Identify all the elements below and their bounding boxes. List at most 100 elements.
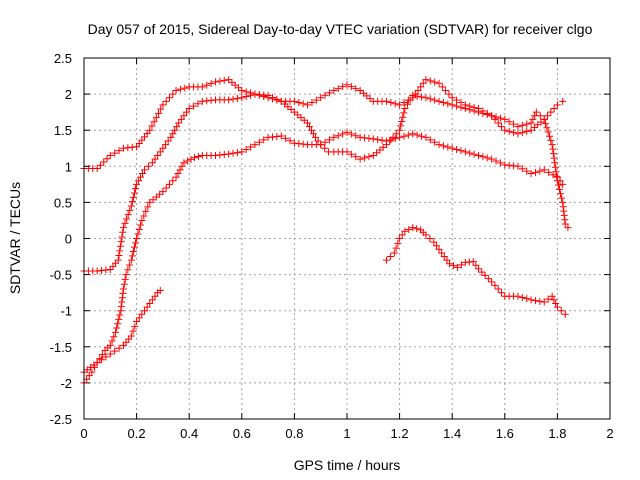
grid-lines bbox=[84, 58, 610, 419]
data-point bbox=[347, 150, 355, 158]
data-point bbox=[132, 239, 140, 247]
y-tick-label: 2 bbox=[65, 87, 72, 102]
y-axis-label: SDTVAR / TECUs bbox=[7, 182, 23, 294]
data-point bbox=[496, 114, 504, 122]
data-point bbox=[387, 99, 395, 107]
data-point bbox=[247, 91, 255, 99]
data-point bbox=[133, 235, 141, 242]
data-point bbox=[352, 153, 360, 161]
data-point bbox=[128, 252, 136, 260]
data-point bbox=[413, 131, 421, 139]
data-point bbox=[198, 83, 206, 91]
data-point bbox=[461, 148, 469, 156]
data-point bbox=[547, 108, 555, 116]
data-point bbox=[404, 131, 412, 139]
data-point bbox=[106, 341, 114, 349]
data-point bbox=[475, 151, 482, 159]
data-point bbox=[229, 95, 237, 103]
data-point bbox=[290, 97, 298, 105]
data-point bbox=[151, 292, 159, 300]
data-point bbox=[484, 275, 492, 283]
data-point bbox=[133, 180, 141, 188]
y-tick-label: -1 bbox=[60, 304, 72, 319]
data-point bbox=[343, 148, 351, 156]
data-point bbox=[382, 256, 390, 264]
data-point bbox=[510, 129, 518, 137]
data-point bbox=[496, 159, 504, 167]
data-point bbox=[442, 86, 450, 94]
data-point bbox=[135, 177, 143, 185]
data-point bbox=[111, 347, 119, 355]
data-point bbox=[174, 170, 182, 178]
data-point bbox=[282, 134, 290, 142]
data-point bbox=[448, 101, 456, 109]
data-point bbox=[139, 170, 147, 178]
x-tick-label: 2 bbox=[606, 426, 613, 441]
data-point bbox=[180, 159, 188, 167]
data-point bbox=[483, 111, 491, 119]
data-point bbox=[317, 141, 325, 149]
data-point bbox=[164, 137, 172, 145]
data-point bbox=[93, 359, 101, 367]
data-point bbox=[137, 221, 145, 229]
data-point bbox=[549, 150, 557, 158]
data-point bbox=[119, 228, 127, 236]
series-track-3 bbox=[80, 286, 164, 376]
data-point bbox=[129, 247, 137, 255]
y-tick-label: -2 bbox=[60, 376, 72, 391]
data-point bbox=[527, 296, 535, 304]
data-point bbox=[180, 112, 188, 120]
data-point bbox=[540, 166, 548, 174]
data-point bbox=[98, 356, 106, 364]
data-point bbox=[98, 351, 106, 359]
y-tick-label: -1.5 bbox=[50, 340, 72, 355]
data-point bbox=[159, 101, 167, 109]
data-point bbox=[108, 337, 116, 345]
data-point bbox=[544, 295, 552, 303]
data-point bbox=[523, 167, 531, 175]
data-point bbox=[481, 271, 489, 279]
data-point bbox=[406, 96, 414, 104]
data-point bbox=[123, 215, 131, 223]
data-point bbox=[440, 253, 448, 261]
data-point bbox=[93, 164, 101, 172]
data-point bbox=[118, 294, 126, 302]
data-point bbox=[488, 278, 496, 286]
data-point bbox=[112, 328, 120, 336]
y-tick-label: 0.5 bbox=[54, 195, 72, 210]
data-point bbox=[309, 130, 317, 138]
data-point bbox=[238, 148, 246, 156]
data-point bbox=[220, 76, 228, 84]
data-point bbox=[144, 162, 152, 170]
data-point bbox=[127, 332, 135, 340]
series-track-1 bbox=[80, 76, 567, 172]
data-point bbox=[312, 96, 320, 104]
data-point bbox=[400, 99, 408, 107]
data-point bbox=[175, 119, 183, 127]
data-point bbox=[306, 123, 314, 131]
data-point bbox=[391, 100, 399, 108]
data-point bbox=[550, 296, 558, 304]
y-tick-label: 1.5 bbox=[54, 123, 72, 138]
data-point bbox=[325, 136, 333, 144]
data-point bbox=[133, 318, 141, 326]
data-point bbox=[124, 211, 132, 219]
data-point bbox=[426, 235, 434, 242]
data-point bbox=[430, 238, 438, 246]
data-point bbox=[550, 154, 558, 162]
data-point bbox=[518, 121, 526, 129]
data-point bbox=[498, 289, 506, 297]
data-point bbox=[527, 119, 535, 127]
data-point bbox=[422, 231, 430, 239]
data-point bbox=[352, 85, 360, 93]
data-point bbox=[124, 266, 132, 274]
data-point bbox=[165, 94, 173, 102]
data-point bbox=[162, 97, 170, 105]
data-point bbox=[413, 92, 421, 100]
data-point bbox=[115, 147, 123, 155]
data-point bbox=[386, 253, 394, 261]
data-point bbox=[120, 280, 128, 288]
data-point bbox=[518, 165, 526, 173]
data-point bbox=[152, 114, 160, 122]
data-point bbox=[401, 227, 409, 235]
